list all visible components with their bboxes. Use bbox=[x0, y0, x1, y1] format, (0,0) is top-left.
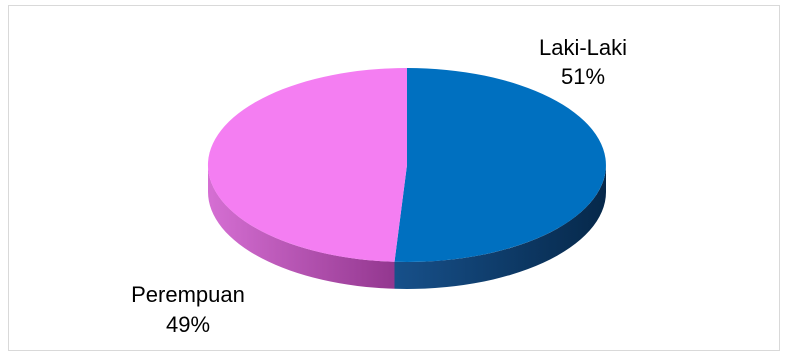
slice-percent-label: 51% bbox=[561, 64, 605, 89]
pie-side bbox=[207, 165, 606, 290]
slice-name-label: Laki-Laki bbox=[539, 35, 627, 60]
slice-side-perempuan bbox=[207, 165, 395, 289]
data-label-perempuan: Perempuan 49% bbox=[131, 282, 245, 337]
data-label-laki-laki: Laki-Laki 51% bbox=[539, 35, 627, 89]
slice-percent-label: 49% bbox=[166, 312, 210, 337]
slice-perempuan bbox=[207, 68, 407, 262]
slice-name-label: Perempuan bbox=[131, 282, 245, 307]
pie-top bbox=[207, 68, 606, 262]
slice-laki-laki bbox=[394, 68, 606, 262]
slice-side-laki-laki bbox=[394, 165, 606, 290]
